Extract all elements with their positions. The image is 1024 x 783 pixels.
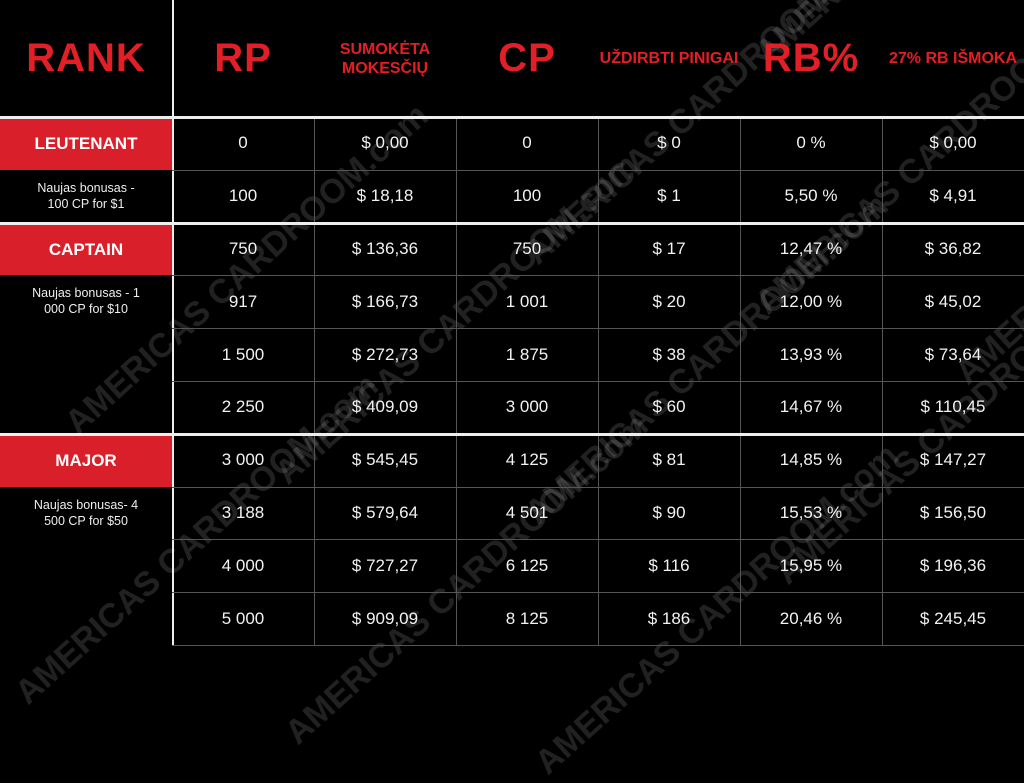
- table-cell: $ 60: [652, 397, 686, 417]
- rank-bonus-text: Naujas bonusas - 100 CP for $1: [37, 180, 135, 211]
- row-divider: [172, 539, 1024, 541]
- table-cell: 5 000: [221, 608, 265, 628]
- table-cell: $ 110,45: [920, 397, 986, 417]
- table-cell: 3 000: [221, 450, 265, 470]
- table-cell: $ 1: [657, 186, 681, 206]
- table-cell: $ 17: [652, 238, 686, 258]
- group-divider: [0, 432, 1024, 436]
- table-cell: 1 875: [505, 344, 549, 364]
- rank-bonus-text: Naujas bonusas - 1 000 CP for $10: [32, 286, 140, 317]
- table-cell: $ 272,73: [351, 344, 419, 364]
- column-header: RANK: [26, 36, 146, 80]
- row-divider: [172, 381, 1024, 382]
- column-header: UŽDIRBTI PINIGAI: [599, 50, 739, 67]
- row-divider: [172, 592, 1024, 594]
- table-cell: 14,67 %: [779, 397, 843, 417]
- table-cell: $ 545,45: [351, 450, 419, 470]
- table-cell: 0: [238, 133, 248, 153]
- table-cell: $ 0,00: [361, 133, 409, 153]
- table-cell: $ 245,45: [919, 608, 987, 628]
- table-cell: 750: [228, 238, 258, 258]
- table-cell: 0 %: [796, 133, 826, 153]
- group-divider: [0, 221, 1024, 225]
- column-header: RB%: [762, 36, 860, 80]
- table-cell: 15,95 %: [779, 555, 843, 575]
- table-cell: 100: [228, 186, 258, 206]
- table-cell: 1 500: [221, 344, 265, 364]
- table-cell: 4 501: [505, 502, 549, 522]
- table-cell: $ 90: [652, 502, 686, 522]
- group-divider: [0, 116, 1024, 119]
- table-cell: 20,46 %: [779, 608, 843, 628]
- table-cell: $ 909,09: [351, 608, 419, 628]
- table-cell: $ 20: [652, 291, 686, 311]
- rank-label-leutenant: LEUTENANT: [0, 119, 172, 170]
- table-cell: 6 125: [505, 555, 549, 575]
- column-header: CP: [498, 36, 556, 80]
- table-cell: 750: [512, 238, 542, 258]
- table-cell: $ 36,82: [924, 238, 982, 258]
- table-cell: 1 001: [505, 291, 549, 311]
- table-cell: $ 38: [652, 344, 686, 364]
- table-cell: 13,93 %: [779, 344, 843, 364]
- table-cell: $ 18,18: [356, 186, 414, 206]
- table-cell: $ 727,27: [351, 555, 419, 575]
- rank-label-captain: CAPTAIN: [0, 224, 172, 276]
- table-cell: $ 0,00: [929, 133, 977, 153]
- table-cell: 4 125: [505, 450, 549, 470]
- table-cell: $ 186: [647, 608, 691, 628]
- column-header: RP: [214, 36, 272, 80]
- table-cell: 3 000: [505, 397, 549, 417]
- table-cell: $ 147,27: [919, 450, 987, 470]
- table-cell: $ 136,36: [351, 238, 419, 258]
- table-cell: 14,85 %: [779, 450, 843, 470]
- row-divider: [172, 328, 1024, 330]
- row-divider: [172, 275, 1024, 277]
- table-cell: 100: [512, 186, 542, 206]
- column-header: 27% RB IŠMOKA: [888, 50, 1018, 67]
- table-cell: 4 000: [221, 555, 265, 575]
- rank-bonus-text: Naujas bonusas- 4 500 CP for $50: [33, 497, 139, 528]
- row-divider: [172, 169, 1024, 171]
- table-cell: $ 81: [652, 450, 686, 470]
- table-cell: $ 166,73: [351, 291, 419, 311]
- table-cell: $ 409,09: [351, 397, 419, 417]
- table-cell: $ 45,02: [924, 291, 982, 311]
- table-cell: 8 125: [505, 608, 549, 628]
- table-cell: 0: [522, 133, 532, 153]
- table-cell: $ 116: [648, 555, 690, 575]
- table-cell: 5,50 %: [784, 186, 838, 206]
- table-cell: 2 250: [221, 397, 265, 417]
- table-cell: $ 156,50: [919, 502, 987, 522]
- table-cell: $ 73,64: [924, 344, 982, 364]
- table-cell: $ 579,64: [351, 502, 419, 522]
- table-cell: 3 188: [221, 502, 265, 522]
- column-divider: [172, 0, 174, 645]
- table-cell: 15,53 %: [779, 502, 843, 522]
- table-cell: $ 4,91: [929, 186, 977, 206]
- column-header: SUMOKĖTA MOKESČIŲ: [339, 40, 431, 77]
- row-divider: [172, 486, 1024, 488]
- rank-label-major: MAJOR: [0, 435, 172, 487]
- table-cell: 12,00 %: [779, 291, 843, 311]
- row-divider: [172, 645, 1024, 646]
- table-cell: $ 196,36: [919, 555, 987, 575]
- table-cell: 12,47 %: [779, 238, 843, 258]
- table-cell: $ 0: [657, 133, 681, 153]
- table-cell: 917: [228, 291, 258, 311]
